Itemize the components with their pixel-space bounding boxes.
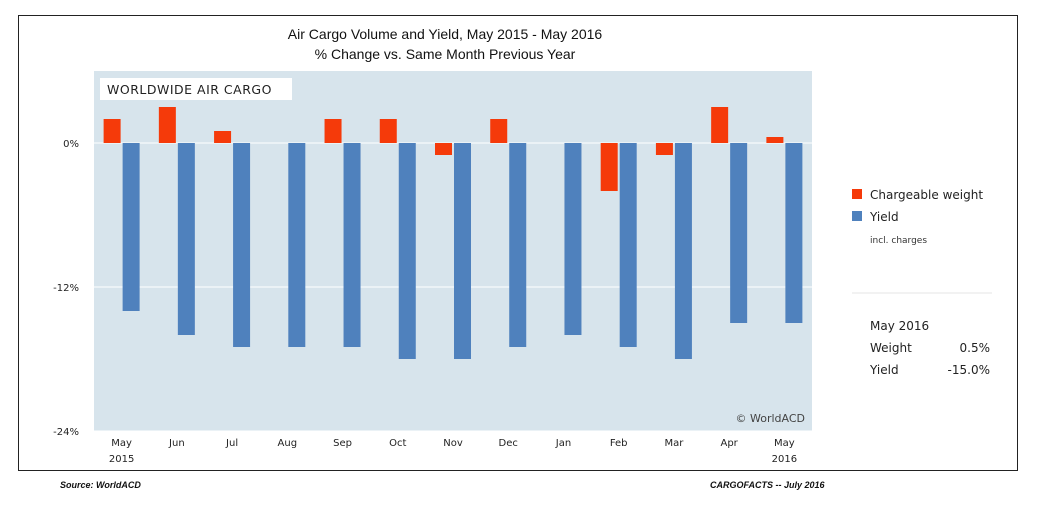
legend-note: incl. charges bbox=[870, 236, 927, 246]
chart-frame: Air Cargo Volume and Yield, May 2015 - M… bbox=[18, 15, 1018, 471]
bar-yield bbox=[564, 143, 582, 335]
legend-swatch-chargeable-weight bbox=[852, 189, 862, 199]
bar-yield bbox=[509, 143, 527, 347]
legend-label-yield: Yield bbox=[869, 210, 899, 224]
bar-yield bbox=[288, 143, 306, 347]
chart-canvas: Air Cargo Volume and Yield, May 2015 - M… bbox=[53, 26, 992, 465]
bar-yield bbox=[619, 143, 637, 347]
chart-title: Air Cargo Volume and Yield, May 2015 - M… bbox=[288, 26, 603, 42]
x-tick-label: May bbox=[774, 438, 795, 449]
footer-source: Source: WorldACD bbox=[60, 480, 141, 490]
bar-chargeable-weight bbox=[711, 107, 729, 143]
bars bbox=[103, 107, 803, 359]
x-tick-label: Jun bbox=[168, 438, 185, 449]
x-tick-label: Aug bbox=[278, 438, 298, 449]
gridlines bbox=[94, 142, 812, 432]
chart-subtitle: % Change vs. Same Month Previous Year bbox=[315, 46, 576, 62]
x-tick-sublabel: 2015 bbox=[109, 454, 134, 465]
x-tick-label: Jul bbox=[225, 438, 238, 449]
summary-yield-label: Yield bbox=[869, 363, 899, 377]
bar-yield bbox=[398, 143, 416, 359]
x-tick-label: Jan bbox=[555, 438, 571, 449]
bar-yield bbox=[730, 143, 748, 323]
bar-chargeable-weight bbox=[490, 119, 508, 143]
bar-chargeable-weight bbox=[600, 143, 618, 191]
bar-chargeable-weight bbox=[103, 119, 121, 143]
x-tick-label: Dec bbox=[499, 438, 518, 449]
x-tick-label: Nov bbox=[443, 438, 463, 449]
bar-yield bbox=[233, 143, 251, 347]
bar-yield bbox=[454, 143, 471, 359]
y-axis-ticks: 0% -12% -24% bbox=[53, 139, 79, 438]
bar-yield bbox=[343, 143, 361, 347]
watermark: © WorldACD bbox=[735, 412, 805, 425]
panel-label: WORLDWIDE AIR CARGO bbox=[107, 82, 272, 97]
x-axis-ticks: May 2015 Jun Jul Aug Sep Oct Nov Dec Jan Feb Mar Apr… bbox=[109, 438, 797, 465]
legend: Chargeable weight Yield incl. charges bbox=[852, 188, 983, 246]
panel-label-box bbox=[100, 78, 292, 100]
legend-label-chargeable-weight: Chargeable weight bbox=[870, 188, 983, 202]
summary-box: May 2016 Weight 0.5% Yield -15.0% bbox=[869, 319, 990, 377]
legend-swatch-yield bbox=[852, 211, 862, 221]
bar-yield bbox=[674, 143, 692, 359]
summary-yield-value: -15.0% bbox=[948, 363, 990, 377]
bar-chargeable-weight bbox=[766, 137, 784, 143]
summary-weight-label: Weight bbox=[870, 341, 912, 355]
plot-area bbox=[94, 71, 812, 431]
x-tick-label: Mar bbox=[664, 438, 684, 449]
x-tick-label: May bbox=[111, 438, 132, 449]
y-tick-label: 0% bbox=[63, 139, 79, 150]
summary-weight-value: 0.5% bbox=[960, 341, 991, 355]
y-tick-label: -12% bbox=[53, 283, 79, 294]
bar-chargeable-weight bbox=[214, 131, 232, 143]
x-tick-label: Feb bbox=[610, 438, 628, 449]
x-tick-label: Apr bbox=[720, 438, 738, 449]
bar-chargeable-weight bbox=[379, 119, 397, 143]
x-tick-sublabel: 2016 bbox=[772, 454, 797, 465]
bar-chargeable-weight bbox=[158, 107, 176, 143]
bar-yield bbox=[177, 143, 195, 335]
x-tick-label: Oct bbox=[389, 438, 406, 449]
bar-yield bbox=[122, 143, 140, 311]
y-tick-label: -24% bbox=[53, 427, 79, 438]
bar-chargeable-weight bbox=[324, 119, 342, 143]
bar-chargeable-weight bbox=[655, 143, 673, 155]
summary-period: May 2016 bbox=[870, 319, 929, 333]
x-tick-label: Sep bbox=[333, 438, 352, 449]
bar-chargeable-weight bbox=[435, 143, 452, 155]
footer-credit: CARGOFACTS -- July 2016 bbox=[710, 480, 825, 490]
bar-yield bbox=[785, 143, 803, 323]
